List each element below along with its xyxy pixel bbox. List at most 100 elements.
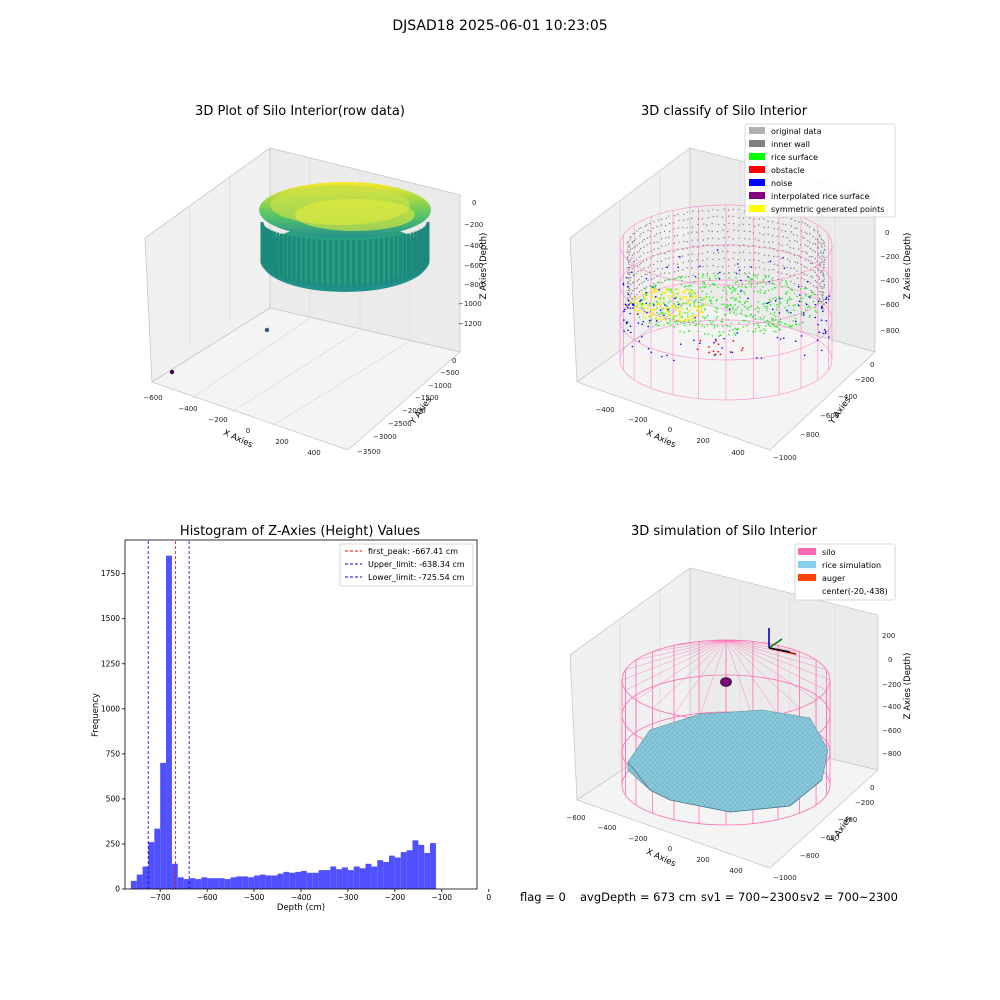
inner-wall-point bbox=[823, 275, 825, 278]
inner-wall-point bbox=[627, 261, 630, 264]
rice-surface-point bbox=[727, 305, 729, 308]
histogram-vlines bbox=[147, 540, 190, 889]
rice-surface-point bbox=[802, 321, 804, 324]
symmetric-point bbox=[697, 307, 700, 309]
histogram-legend: first_peak: -667.41 cm Upper_limit: -638.… bbox=[339, 543, 474, 587]
rice-surface-point bbox=[750, 285, 752, 288]
symmetric-point bbox=[650, 288, 653, 291]
noise-point bbox=[648, 319, 651, 322]
p2-xtick: 0 bbox=[668, 426, 672, 434]
symmetric-point bbox=[653, 308, 655, 311]
noise-point bbox=[658, 288, 660, 291]
noise-point bbox=[627, 299, 630, 302]
rice-surface-point bbox=[767, 289, 770, 292]
inner-wall-point bbox=[804, 223, 806, 225]
rice-surface-point bbox=[809, 314, 811, 317]
rice-surface-point bbox=[716, 311, 718, 313]
rice-surface-point bbox=[704, 332, 706, 335]
inner-wall-point bbox=[626, 242, 629, 244]
legend-label: inner wall bbox=[771, 140, 810, 149]
noise-point bbox=[652, 286, 654, 288]
symmetric-point bbox=[686, 297, 689, 300]
inner-wall-point bbox=[815, 274, 818, 277]
noise-point bbox=[800, 335, 803, 337]
inner-wall-point bbox=[782, 223, 784, 225]
noise-point bbox=[828, 295, 831, 297]
symmetric-point bbox=[704, 298, 707, 301]
symmetric-point bbox=[699, 311, 702, 314]
histogram-bars bbox=[130, 555, 436, 889]
inner-wall-point bbox=[728, 222, 730, 225]
inner-wall-point bbox=[727, 230, 729, 233]
inner-wall-point bbox=[822, 300, 824, 302]
histogram-bar bbox=[318, 870, 325, 889]
inner-wall-point bbox=[792, 247, 795, 250]
inner-wall-point bbox=[781, 272, 783, 275]
inner-wall-point bbox=[796, 241, 798, 243]
obstacle-point bbox=[708, 346, 710, 348]
inner-wall-point bbox=[777, 222, 779, 224]
inner-wall-point bbox=[628, 287, 631, 290]
rice-surface-point bbox=[775, 308, 778, 311]
rice-surface-point bbox=[674, 321, 677, 324]
rice-surface-point bbox=[795, 323, 798, 326]
inner-wall-point bbox=[784, 230, 787, 233]
panel4-title: 3D simulation of Silo Interior bbox=[631, 524, 817, 539]
inner-wall-point bbox=[810, 275, 813, 277]
inner-wall-point bbox=[813, 228, 815, 230]
inner-wall-point bbox=[664, 258, 667, 260]
legend-label: original data bbox=[771, 127, 822, 136]
histogram-bar bbox=[177, 877, 184, 889]
rice-surface-point bbox=[668, 322, 671, 324]
inner-wall-point bbox=[804, 259, 807, 261]
inner-wall-point bbox=[727, 244, 729, 246]
inner-wall-point bbox=[792, 233, 795, 236]
rice-surface-point bbox=[699, 287, 702, 289]
rice-surface-point bbox=[699, 320, 702, 322]
inner-wall-point bbox=[629, 239, 631, 241]
symmetric-point bbox=[643, 295, 646, 298]
rice-surface-point bbox=[717, 286, 719, 289]
noise-point bbox=[622, 283, 625, 286]
legend-label: noise bbox=[771, 179, 792, 188]
inner-wall-point bbox=[793, 274, 795, 276]
p2-zlabel: Z Axies (Depth) bbox=[903, 233, 913, 300]
noise-point bbox=[824, 332, 827, 334]
rice-surface-point bbox=[669, 300, 672, 302]
noise-point bbox=[797, 304, 800, 307]
inner-wall-point bbox=[627, 282, 629, 285]
histogram-chart: −700 −600 −500 −400 −300 −200 −100 0 0 250 500 750… bbox=[91, 539, 491, 913]
p4-xtick: 400 bbox=[729, 867, 742, 875]
inner-wall-point bbox=[678, 241, 680, 243]
inner-wall-point bbox=[732, 215, 734, 218]
rice-surface-point bbox=[714, 275, 717, 277]
p1-ytick: −1000 bbox=[428, 382, 452, 390]
p1-ztick: 0 bbox=[472, 199, 476, 207]
noise-point bbox=[794, 340, 797, 342]
inner-wall-point bbox=[821, 255, 824, 257]
histogram-bar bbox=[347, 870, 354, 889]
symmetric-point bbox=[674, 307, 677, 310]
inner-wall-point bbox=[811, 255, 813, 258]
rice-surface-point bbox=[741, 282, 744, 285]
rice-surface-point bbox=[736, 280, 739, 283]
p2-xtick: −200 bbox=[628, 416, 647, 424]
inner-wall-point bbox=[645, 286, 648, 288]
noise-point bbox=[736, 263, 739, 265]
rice-surface-point bbox=[731, 307, 734, 310]
inner-wall-point bbox=[636, 251, 639, 254]
rice-surface-point bbox=[792, 320, 794, 322]
rice-surface-point bbox=[711, 321, 714, 323]
inner-wall-point bbox=[819, 285, 821, 287]
inner-wall-point bbox=[717, 238, 720, 240]
rice-surface-point bbox=[695, 298, 697, 301]
rice-surface-point bbox=[767, 321, 770, 323]
symmetric-point bbox=[681, 296, 684, 299]
inner-wall-point bbox=[814, 279, 816, 282]
noise-point bbox=[820, 319, 823, 321]
rice-surface-point bbox=[701, 324, 704, 327]
rice-surface-point bbox=[727, 319, 729, 321]
noise-point bbox=[631, 271, 633, 274]
inner-wall-point bbox=[673, 271, 676, 273]
inner-wall-point bbox=[633, 287, 636, 290]
